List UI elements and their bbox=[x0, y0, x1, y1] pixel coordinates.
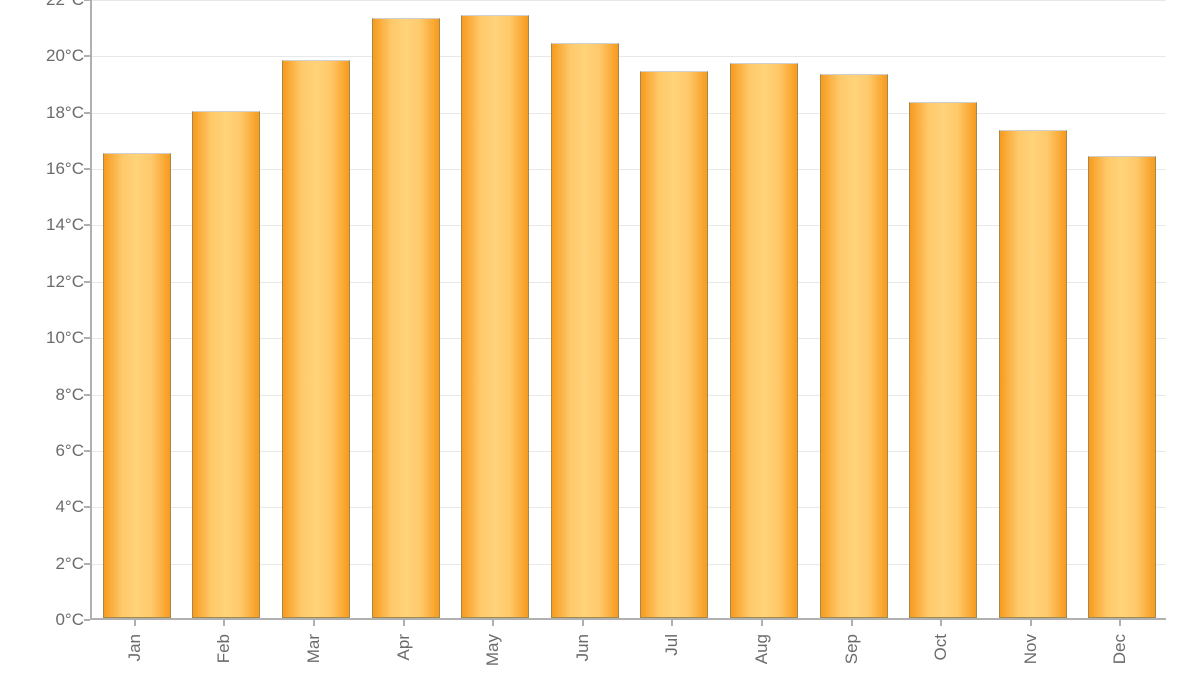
x-axis-label: Jul bbox=[662, 634, 682, 656]
y-axis-label: 20°C bbox=[14, 46, 84, 66]
x-tick bbox=[134, 620, 136, 626]
bar bbox=[461, 15, 529, 618]
y-tick bbox=[84, 337, 90, 339]
plot-area bbox=[90, 0, 1166, 620]
x-tick bbox=[761, 620, 763, 626]
x-axis-label: Aug bbox=[752, 634, 772, 664]
x-axis-label: May bbox=[483, 634, 503, 666]
x-axis-label: Nov bbox=[1021, 634, 1041, 664]
y-tick bbox=[84, 506, 90, 508]
y-axis-label: 14°C bbox=[14, 215, 84, 235]
bar bbox=[282, 60, 350, 618]
x-tick bbox=[940, 620, 942, 626]
bar bbox=[820, 74, 888, 618]
y-tick bbox=[84, 281, 90, 283]
x-axis-label: Jun bbox=[573, 634, 593, 661]
bar bbox=[192, 111, 260, 618]
bar bbox=[640, 71, 708, 618]
temperature-bar-chart: 0°C 2°C 4°C 6°C 8°C 10°C 12°C 14°C 16°C 18°C 20°C 2… bbox=[0, 0, 1200, 700]
x-axis-label: Mar bbox=[304, 634, 324, 663]
gridline bbox=[92, 0, 1166, 1]
y-axis-label: 4°C bbox=[14, 497, 84, 517]
x-tick bbox=[223, 620, 225, 626]
bar bbox=[999, 130, 1067, 618]
y-tick bbox=[84, 112, 90, 114]
y-tick bbox=[84, 619, 90, 621]
bar bbox=[103, 153, 171, 618]
y-tick bbox=[84, 450, 90, 452]
y-axis-label: 18°C bbox=[14, 103, 84, 123]
bar bbox=[730, 63, 798, 618]
bar bbox=[551, 43, 619, 618]
x-axis-label: Feb bbox=[214, 634, 234, 663]
y-axis-label: 8°C bbox=[14, 385, 84, 405]
y-axis-label: 12°C bbox=[14, 272, 84, 292]
x-tick bbox=[671, 620, 673, 626]
x-tick bbox=[1119, 620, 1121, 626]
y-axis-label: 10°C bbox=[14, 328, 84, 348]
x-tick bbox=[851, 620, 853, 626]
bar bbox=[909, 102, 977, 618]
y-axis-label: 0°C bbox=[14, 610, 84, 630]
bar bbox=[1088, 156, 1156, 618]
x-axis-label: Apr bbox=[394, 634, 414, 660]
x-axis-label: Oct bbox=[931, 634, 951, 660]
x-axis-label: Jan bbox=[125, 634, 145, 661]
y-tick bbox=[84, 55, 90, 57]
y-tick bbox=[84, 224, 90, 226]
y-axis-label: 16°C bbox=[14, 159, 84, 179]
y-axis-label: 2°C bbox=[14, 554, 84, 574]
x-tick bbox=[313, 620, 315, 626]
x-tick bbox=[492, 620, 494, 626]
x-axis-label: Sep bbox=[842, 634, 862, 664]
x-tick bbox=[403, 620, 405, 626]
y-tick bbox=[84, 394, 90, 396]
x-tick bbox=[582, 620, 584, 626]
bar bbox=[372, 18, 440, 618]
y-axis-label: 6°C bbox=[14, 441, 84, 461]
y-tick bbox=[84, 0, 90, 1]
y-tick bbox=[84, 168, 90, 170]
gridline bbox=[92, 56, 1166, 57]
y-axis-label: 22°C bbox=[14, 0, 84, 10]
y-tick bbox=[84, 563, 90, 565]
x-tick bbox=[1030, 620, 1032, 626]
x-axis-label: Dec bbox=[1110, 634, 1130, 664]
